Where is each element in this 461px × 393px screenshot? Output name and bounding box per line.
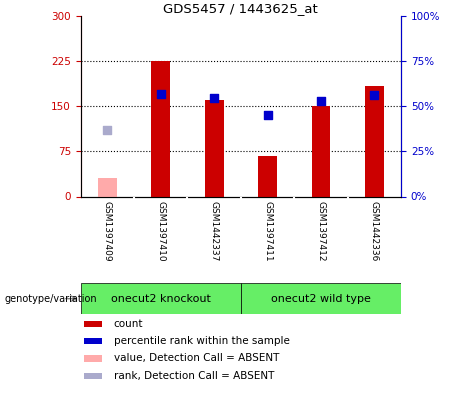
Bar (84, 321, 102, 327)
Bar (312, 106, 331, 196)
Text: GSM1442337: GSM1442337 (210, 201, 219, 261)
Point (211, 95, 218, 101)
Bar (205, 100, 224, 196)
Bar (81, 283, 241, 314)
Text: count: count (114, 319, 143, 329)
Bar (84, 355, 102, 362)
Bar (365, 86, 384, 196)
Text: onecut2 knockout: onecut2 knockout (111, 294, 211, 304)
Point (264, 112, 271, 118)
Point (371, 92, 378, 98)
Text: GSM1397411: GSM1397411 (263, 201, 272, 261)
Bar (84, 338, 102, 344)
Point (317, 98, 325, 105)
Bar (84, 373, 102, 379)
Point (157, 91, 165, 97)
Text: onecut2 wild type: onecut2 wild type (271, 294, 371, 304)
Bar (98, 178, 117, 196)
Bar (151, 61, 170, 196)
Point (104, 127, 111, 133)
Text: GSM1397409: GSM1397409 (103, 201, 112, 261)
Title: GDS5457 / 1443625_at: GDS5457 / 1443625_at (164, 2, 318, 15)
Text: rank, Detection Call = ABSENT: rank, Detection Call = ABSENT (114, 371, 274, 381)
Text: genotype/variation: genotype/variation (5, 294, 97, 304)
Text: percentile rank within the sample: percentile rank within the sample (114, 336, 290, 346)
Bar (258, 156, 277, 196)
Text: GSM1397412: GSM1397412 (316, 201, 325, 261)
Text: GSM1397410: GSM1397410 (156, 201, 165, 261)
Bar (241, 283, 401, 314)
Text: value, Detection Call = ABSENT: value, Detection Call = ABSENT (114, 353, 279, 364)
Text: GSM1442336: GSM1442336 (370, 201, 379, 261)
